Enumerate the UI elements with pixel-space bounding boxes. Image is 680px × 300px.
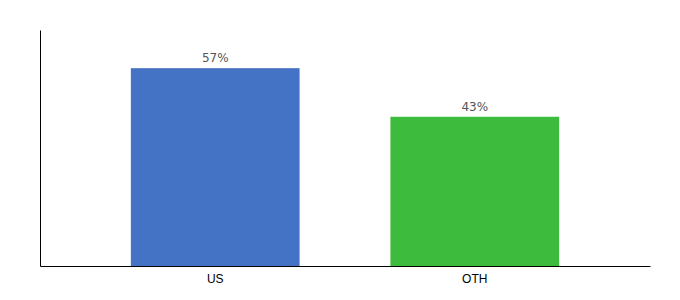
bar (390, 117, 559, 266)
plot-area: US OTH 57% 43% (41, 31, 651, 286)
x-tick: OTH (462, 272, 487, 286)
chart-svg: US OTH 57% 43% (0, 0, 680, 300)
chart-container: US OTH 57% 43% (0, 0, 680, 300)
data-labels: 57% 43% (202, 51, 488, 114)
data-label: 43% (461, 100, 488, 114)
x-tick-label: US (207, 272, 224, 286)
y-axis-line (40, 31, 41, 267)
data-label: 57% (202, 51, 229, 65)
x-axis-line (41, 266, 651, 267)
bar (131, 68, 300, 266)
bars (131, 68, 559, 266)
y-axis (40, 31, 41, 267)
x-axis: US OTH (41, 267, 651, 286)
x-tick: US (207, 272, 224, 286)
x-tick-label: OTH (462, 272, 487, 286)
